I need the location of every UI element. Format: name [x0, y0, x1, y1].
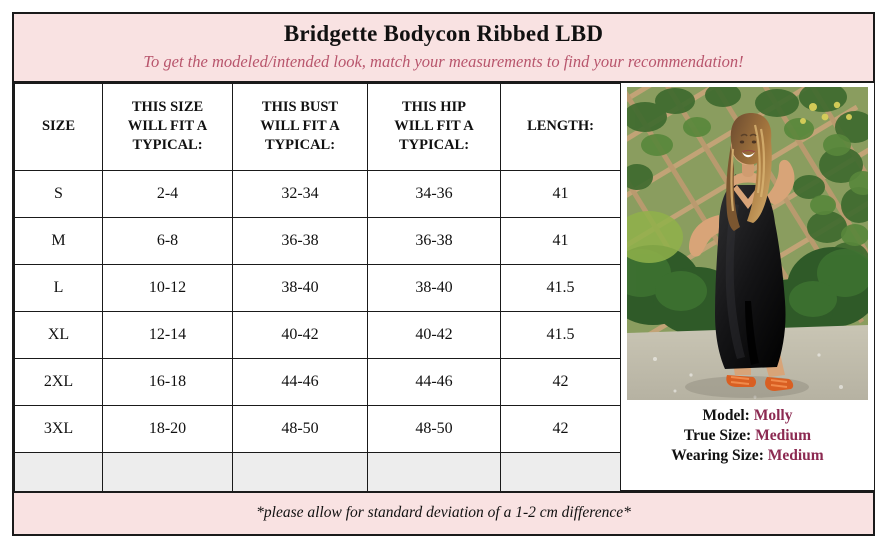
- header-line: LENGTH:: [527, 118, 594, 135]
- cell-bust: 44-46: [232, 357, 368, 406]
- cell-fit: 18-20: [102, 404, 233, 453]
- cell-fit: 12-14: [102, 310, 233, 359]
- header-subtitle: To get the modeled/intended look, match …: [143, 51, 744, 71]
- chart-body: SIZE THIS SIZE WILL FIT A TYPICAL: THIS …: [14, 82, 874, 496]
- cell-fit: [102, 451, 233, 496]
- true-size-value: Medium: [755, 427, 812, 444]
- model-info-block: Model: Molly True Size: Medium Wearing S…: [671, 406, 823, 467]
- column-header-size: SIZE: [14, 82, 103, 171]
- header-line: WILL FIT A: [260, 118, 340, 135]
- true-size-label: True Size:: [683, 427, 752, 444]
- size-table-wrap: SIZE THIS SIZE WILL FIT A TYPICAL: THIS …: [14, 82, 621, 496]
- model-photo-panel: Model: Molly True Size: Medium Wearing S…: [620, 82, 874, 491]
- cell-hip: 40-42: [367, 310, 501, 359]
- model-value: Molly: [753, 406, 793, 424]
- cell-length: 42: [500, 357, 621, 406]
- cell-bust: [232, 451, 368, 496]
- table-row: 3XL 18-20 48-50 48-50 42: [14, 404, 621, 453]
- cell-size: 3XL: [14, 404, 103, 453]
- header-line: THIS SIZE: [131, 99, 204, 116]
- model-name-line: Model: Molly: [671, 406, 823, 426]
- table-row-empty: [14, 451, 621, 496]
- cell-fit: 6-8: [102, 216, 233, 265]
- cell-bust: 40-42: [232, 310, 368, 359]
- header-line: THIS BUST: [261, 99, 339, 116]
- table-row: L 10-12 38-40 38-40 41.5: [14, 263, 621, 312]
- cell-length: [500, 451, 621, 496]
- column-header-length: LENGTH:: [500, 82, 621, 171]
- header-line: TYPICAL:: [264, 136, 336, 153]
- page-title: Bridgette Bodycon Ribbed LBD: [283, 21, 604, 46]
- cell-length: 41: [500, 169, 621, 218]
- model-photo: [627, 86, 868, 400]
- cell-hip: [367, 451, 501, 496]
- table-row: 2XL 16-18 44-46 44-46 42: [14, 357, 621, 406]
- chart-footer: *please allow for standard deviation of …: [14, 491, 873, 534]
- column-header-bust: THIS BUST WILL FIT A TYPICAL:: [232, 82, 368, 171]
- size-chart-sheet: Bridgette Bodycon Ribbed LBD To get the …: [12, 12, 875, 536]
- cell-fit: 16-18: [102, 357, 233, 406]
- cell-size: L: [14, 263, 103, 312]
- model-label: Model:: [702, 406, 750, 424]
- chart-header: Bridgette Bodycon Ribbed LBD To get the …: [14, 14, 873, 83]
- header-line: WILL FIT A: [394, 118, 474, 135]
- cell-hip: 34-36: [367, 169, 501, 218]
- cell-size: S: [14, 169, 103, 218]
- table-header-row: SIZE THIS SIZE WILL FIT A TYPICAL: THIS …: [14, 82, 621, 171]
- cell-bust: 36-38: [232, 216, 368, 265]
- cell-bust: 48-50: [232, 404, 368, 453]
- cell-bust: 38-40: [232, 263, 368, 312]
- cell-size: 2XL: [14, 357, 103, 406]
- footer-note: *please allow for standard deviation of …: [256, 504, 631, 521]
- header-line: TYPICAL:: [398, 136, 470, 153]
- table-row: M 6-8 36-38 36-38 41: [14, 216, 621, 265]
- cell-hip: 44-46: [367, 357, 501, 406]
- size-table: SIZE THIS SIZE WILL FIT A TYPICAL: THIS …: [14, 82, 621, 496]
- cell-hip: 38-40: [367, 263, 501, 312]
- header-line: THIS HIP: [401, 99, 467, 116]
- table-row: S 2-4 32-34 34-36 41: [14, 169, 621, 218]
- cell-fit: 10-12: [102, 263, 233, 312]
- cell-size: [14, 451, 103, 496]
- cell-size: M: [14, 216, 103, 265]
- wearing-size-value: Medium: [767, 447, 824, 465]
- true-size-line: True Size: Medium: [671, 426, 823, 446]
- header-line: WILL FIT A: [127, 118, 208, 135]
- cell-length: 41: [500, 216, 621, 265]
- cell-length: 41.5: [500, 263, 621, 312]
- cell-length: 42: [500, 404, 621, 453]
- cell-length: 41.5: [500, 310, 621, 359]
- header-line: TYPICAL:: [132, 136, 203, 153]
- cell-fit: 2-4: [102, 169, 233, 218]
- wearing-size-line: Wearing Size: Medium: [671, 446, 823, 466]
- cell-hip: 48-50: [367, 404, 501, 453]
- table-row: XL 12-14 40-42 40-42 41.5: [14, 310, 621, 359]
- wearing-size-label: Wearing Size:: [671, 447, 764, 465]
- cell-size: XL: [14, 310, 103, 359]
- column-header-hip: THIS HIP WILL FIT A TYPICAL:: [367, 82, 501, 171]
- cell-hip: 36-38: [367, 216, 501, 265]
- header-line: SIZE: [41, 118, 76, 135]
- cell-bust: 32-34: [232, 169, 368, 218]
- column-header-size-fit: THIS SIZE WILL FIT A TYPICAL:: [102, 82, 233, 171]
